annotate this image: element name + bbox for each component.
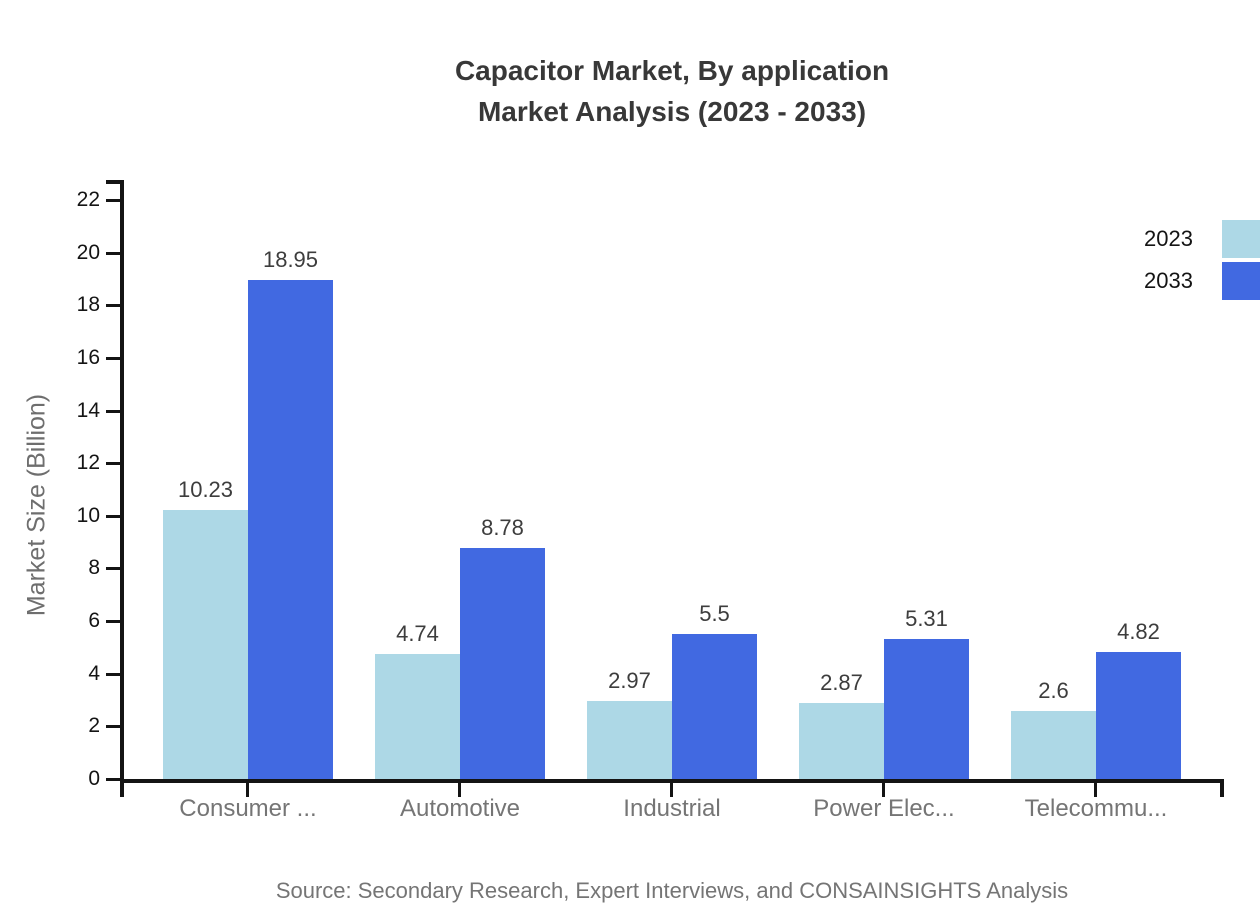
y-tick-label: 6: [88, 609, 100, 633]
y-tick-label: 16: [76, 345, 100, 369]
y-tick-label: 8: [88, 556, 100, 580]
bar-value-label: 4.74: [396, 621, 439, 647]
legend-item-2033: 2033: [1144, 262, 1260, 300]
x-category-label: Automotive: [399, 795, 521, 822]
bar-2033-3: [672, 634, 757, 779]
bar-value-label: 18.95: [262, 247, 319, 273]
y-tick: [106, 514, 120, 518]
bar-2033-1: [248, 280, 333, 779]
y-tick: [106, 356, 120, 360]
y-tick-label: 4: [88, 661, 100, 685]
y-tick-label: 18: [76, 293, 100, 317]
source-text: Source: Secondary Research, Expert Inter…: [275, 878, 1069, 903]
bar-2033-4: [884, 639, 969, 779]
bar-value-label: 2.6: [1038, 677, 1069, 703]
y-tick-label: 14: [76, 398, 100, 422]
x-axis-line: [120, 779, 1224, 783]
y-tick: [106, 620, 120, 624]
legend-label: 2033: [1144, 268, 1193, 293]
y-tick-label: 0: [88, 767, 100, 790]
y-tick-label: 2: [88, 714, 100, 738]
bar-value-label: 2.97: [608, 667, 651, 693]
chart-title: Capacitor Market, By application Market …: [122, 50, 1222, 132]
legend-item-2023: 2023: [1144, 220, 1260, 258]
bar-2023-3: [587, 700, 672, 779]
y-tick-label: 20: [76, 240, 100, 264]
chart-title-line-1: Capacitor Market, By application: [454, 55, 890, 86]
bar-value-label: 5.31: [905, 606, 948, 632]
x-tick: [882, 783, 885, 797]
bar-value-label: 10.23: [177, 476, 234, 502]
y-tick-label: 12: [76, 451, 100, 475]
y-axis-end-cap: [106, 180, 124, 184]
y-tick: [106, 199, 120, 202]
chart-title-line-2: Market Analysis (2023 - 2033): [477, 96, 867, 127]
bar-value-label: 2.87: [820, 670, 863, 696]
y-tick: [106, 672, 120, 676]
y-tick: [106, 462, 120, 466]
bar-2023-1: [163, 509, 248, 779]
x-tick: [670, 783, 673, 797]
x-category-label: Industrial: [623, 795, 721, 822]
bar-2023-5: [1011, 710, 1096, 779]
y-tick: [106, 304, 120, 308]
x-category-label: Telecommu...: [1024, 795, 1168, 822]
x-tick: [1094, 783, 1097, 797]
legend-swatch: [1222, 262, 1260, 300]
bar-2033-2: [460, 547, 545, 779]
x-tick: [246, 783, 249, 797]
y-tick: [106, 409, 120, 413]
y-tick: [106, 725, 120, 729]
y-tick-label: 10: [76, 503, 100, 527]
y-tick: [106, 778, 120, 781]
bar-value-label: 5.5: [699, 601, 730, 627]
bar-value-label: 4.82: [1117, 619, 1160, 645]
legend-swatch: [1222, 220, 1260, 258]
x-axis-end-cap: [1220, 779, 1224, 797]
bar-value-label: 8.78: [481, 514, 524, 540]
y-tick: [106, 567, 120, 571]
x-tick: [458, 783, 461, 797]
bar-2023-4: [799, 703, 884, 779]
y-tick: [106, 251, 120, 255]
legend-label: 2023: [1144, 226, 1193, 251]
bar-2023-2: [375, 654, 460, 779]
y-tick-label: 22: [76, 188, 100, 211]
legend: 2023 2033: [1144, 220, 1260, 300]
y-axis-line: [120, 180, 124, 797]
x-category-label: Consumer ...: [179, 795, 317, 822]
bar-2033-5: [1096, 652, 1181, 779]
x-category-label: Power Elec...: [813, 795, 955, 822]
